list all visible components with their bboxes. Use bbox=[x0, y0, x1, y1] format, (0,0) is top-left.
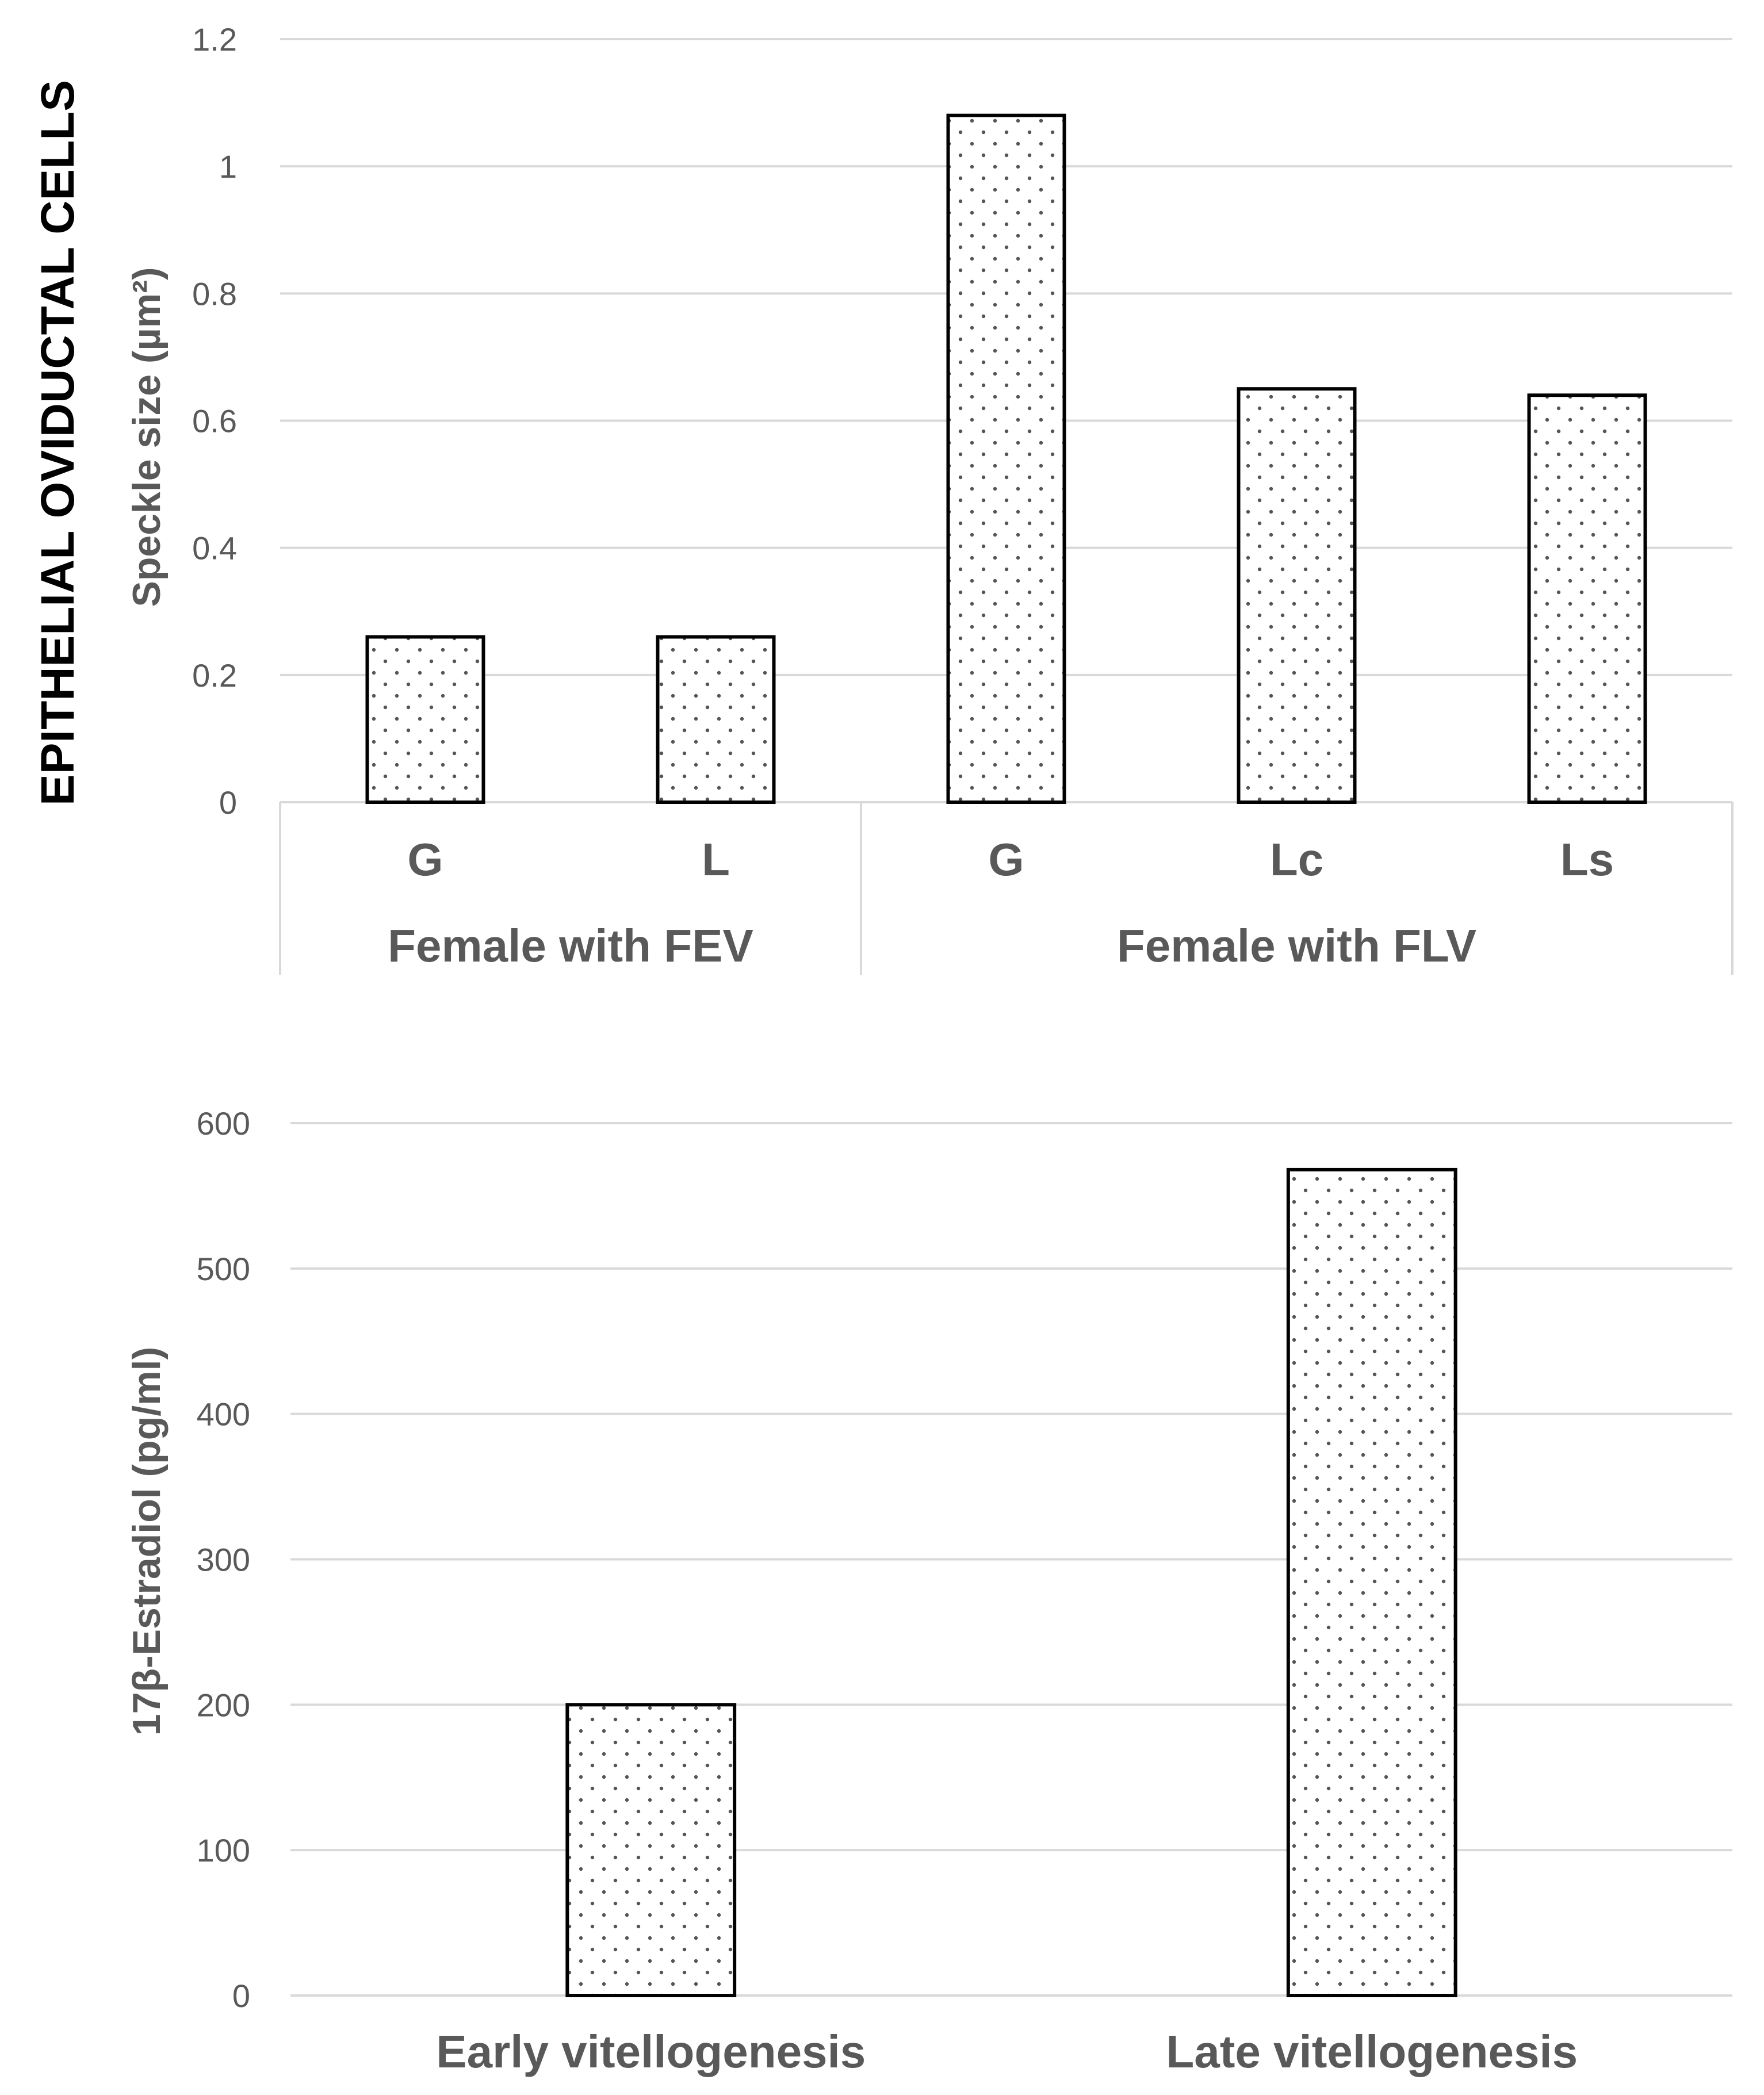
chart1-y-tick-label: 0.6 bbox=[192, 403, 237, 439]
chart1-x-axis: G L G Lc Ls Female with FEV Female with FLV bbox=[279, 802, 1734, 975]
chart1-category-label: L bbox=[702, 834, 730, 885]
chart2-y-tick-label: 300 bbox=[197, 1542, 250, 1578]
chart2-x-axis: Early vitellogenesis Late vitellogenesis bbox=[436, 2026, 1578, 2077]
chart1-bar bbox=[1527, 393, 1647, 804]
chart2-y-tick-label: 0 bbox=[232, 1978, 250, 2014]
chart1-bar bbox=[656, 635, 776, 804]
chart1-category-label: Ls bbox=[1560, 834, 1614, 885]
chart1-y-tick-label: 0.8 bbox=[192, 275, 237, 312]
chart1-category-label: G bbox=[988, 834, 1024, 885]
chart1-bar bbox=[1237, 387, 1357, 804]
chart2-category-label: Late vitellogenesis bbox=[1166, 2026, 1578, 2077]
chart2-y-tick-label: 500 bbox=[197, 1251, 250, 1287]
estradiol-chart: 0 100 200 300 400 500 600 Early vitellogenesis… bbox=[125, 1105, 1732, 2077]
speckle-size-chart: 0 0.2 0.4 0.6 0.8 1 1.2 G L G Lc Ls Female with FEV… bbox=[125, 21, 1734, 975]
chart2-y-tick-label: 400 bbox=[197, 1396, 250, 1433]
chart2-y-tick-label: 200 bbox=[197, 1687, 250, 1723]
chart2-bar bbox=[565, 1703, 737, 1997]
chart1-group-label: Female with FLV bbox=[1117, 920, 1476, 971]
chart2-y-axis-title: 17β-Estradiol (pg/ml) bbox=[125, 1347, 169, 1736]
chart1-category-label: Lc bbox=[1270, 834, 1323, 885]
chart1-bar bbox=[365, 635, 485, 804]
chart2-bars bbox=[565, 1167, 1457, 1997]
chart1-category-label: G bbox=[407, 834, 443, 885]
chart2-y-tick-label: 600 bbox=[197, 1105, 250, 1142]
chart1-y-tick-labels: 0 0.2 0.4 0.6 0.8 1 1.2 bbox=[192, 21, 237, 821]
chart2-bar bbox=[1286, 1167, 1457, 1997]
chart2-gridlines bbox=[290, 1122, 1732, 1997]
chart1-y-axis-title: Speckle size (µm²) bbox=[125, 267, 169, 607]
chart1-y-tick-label: 0.4 bbox=[192, 530, 237, 566]
chart1-bars bbox=[365, 113, 1647, 805]
chart2-category-label: Early vitellogenesis bbox=[436, 2026, 866, 2077]
chart2-y-tick-labels: 0 100 200 300 400 500 600 bbox=[197, 1105, 250, 2014]
side-title: EPITHELIAL OVIDUCTAL CELLS bbox=[32, 80, 84, 806]
chart1-y-tick-label: 1.2 bbox=[192, 21, 237, 58]
chart1-bar bbox=[946, 113, 1066, 805]
chart1-y-tick-label: 0 bbox=[219, 784, 237, 821]
chart1-y-tick-label: 0.2 bbox=[192, 657, 237, 694]
chart2-y-tick-label: 100 bbox=[197, 1832, 250, 1868]
chart1-y-tick-label: 1 bbox=[219, 148, 237, 185]
chart1-group-label: Female with FEV bbox=[388, 920, 753, 971]
